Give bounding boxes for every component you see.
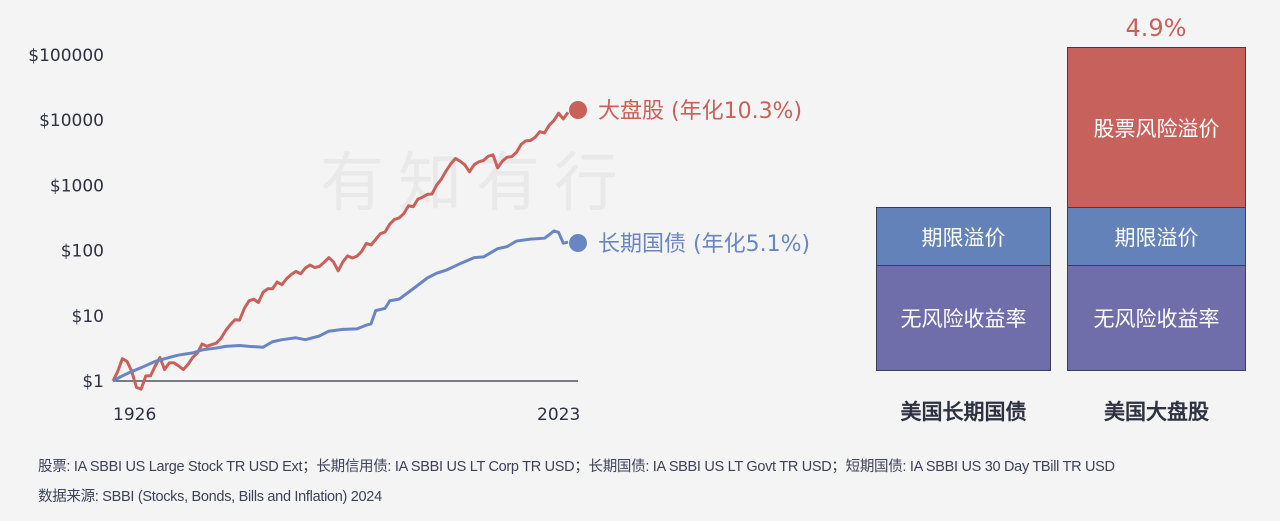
bond-risk-free-segment: 无风险收益率 xyxy=(876,265,1051,371)
bond-term-premium-segment: 期限溢价 xyxy=(876,207,1051,267)
stocks-line xyxy=(111,111,570,391)
series-label-bonds: 长期国债 (年化5.1%) xyxy=(598,232,810,257)
segment-label: 无风险收益率 xyxy=(900,307,1027,331)
bar-category-stocks: 美国大盘股 xyxy=(1104,400,1209,424)
stock-risk-free-segment: 无风险收益率 xyxy=(1067,265,1246,371)
bonds-end-marker xyxy=(569,234,587,252)
x-tick-2023: 2023 xyxy=(537,405,580,425)
stock-equity-premium-segment: 股票风险溢价 xyxy=(1067,47,1246,209)
segment-label: 期限溢价 xyxy=(1114,226,1199,250)
stock-term-premium-segment: 期限溢价 xyxy=(1067,207,1246,267)
stocks-end-marker xyxy=(569,101,587,119)
y-tick-label: $1000 xyxy=(50,176,104,196)
segment-label: 期限溢价 xyxy=(921,226,1006,250)
source-note-indices: 股票: IA SBBI US Large Stock TR USD Ext；长期… xyxy=(38,459,1115,475)
y-tick-label: $10 xyxy=(72,307,104,327)
bar-category-bonds: 美国长期国债 xyxy=(900,400,1027,424)
source-note-data: 数据来源: SBBI (Stocks, Bonds, Bills and Inf… xyxy=(38,489,382,505)
y-tick-label: $100 xyxy=(61,242,104,262)
segment-label: 无风险收益率 xyxy=(1093,307,1220,331)
x-tick-1926: 1926 xyxy=(113,405,156,425)
bonds-line xyxy=(112,229,569,383)
y-tick-label: $1 xyxy=(82,372,104,392)
watermark: 有知有行 xyxy=(320,147,632,221)
bar-annotation-equity-premium: 4.9% xyxy=(1125,14,1187,42)
y-tick-label: $100000 xyxy=(28,46,104,66)
series-label-stocks: 大盘股 (年化10.3%) xyxy=(598,99,802,124)
segment-label: 股票风险溢价 xyxy=(1093,117,1220,141)
y-tick-label: $10000 xyxy=(39,111,104,131)
